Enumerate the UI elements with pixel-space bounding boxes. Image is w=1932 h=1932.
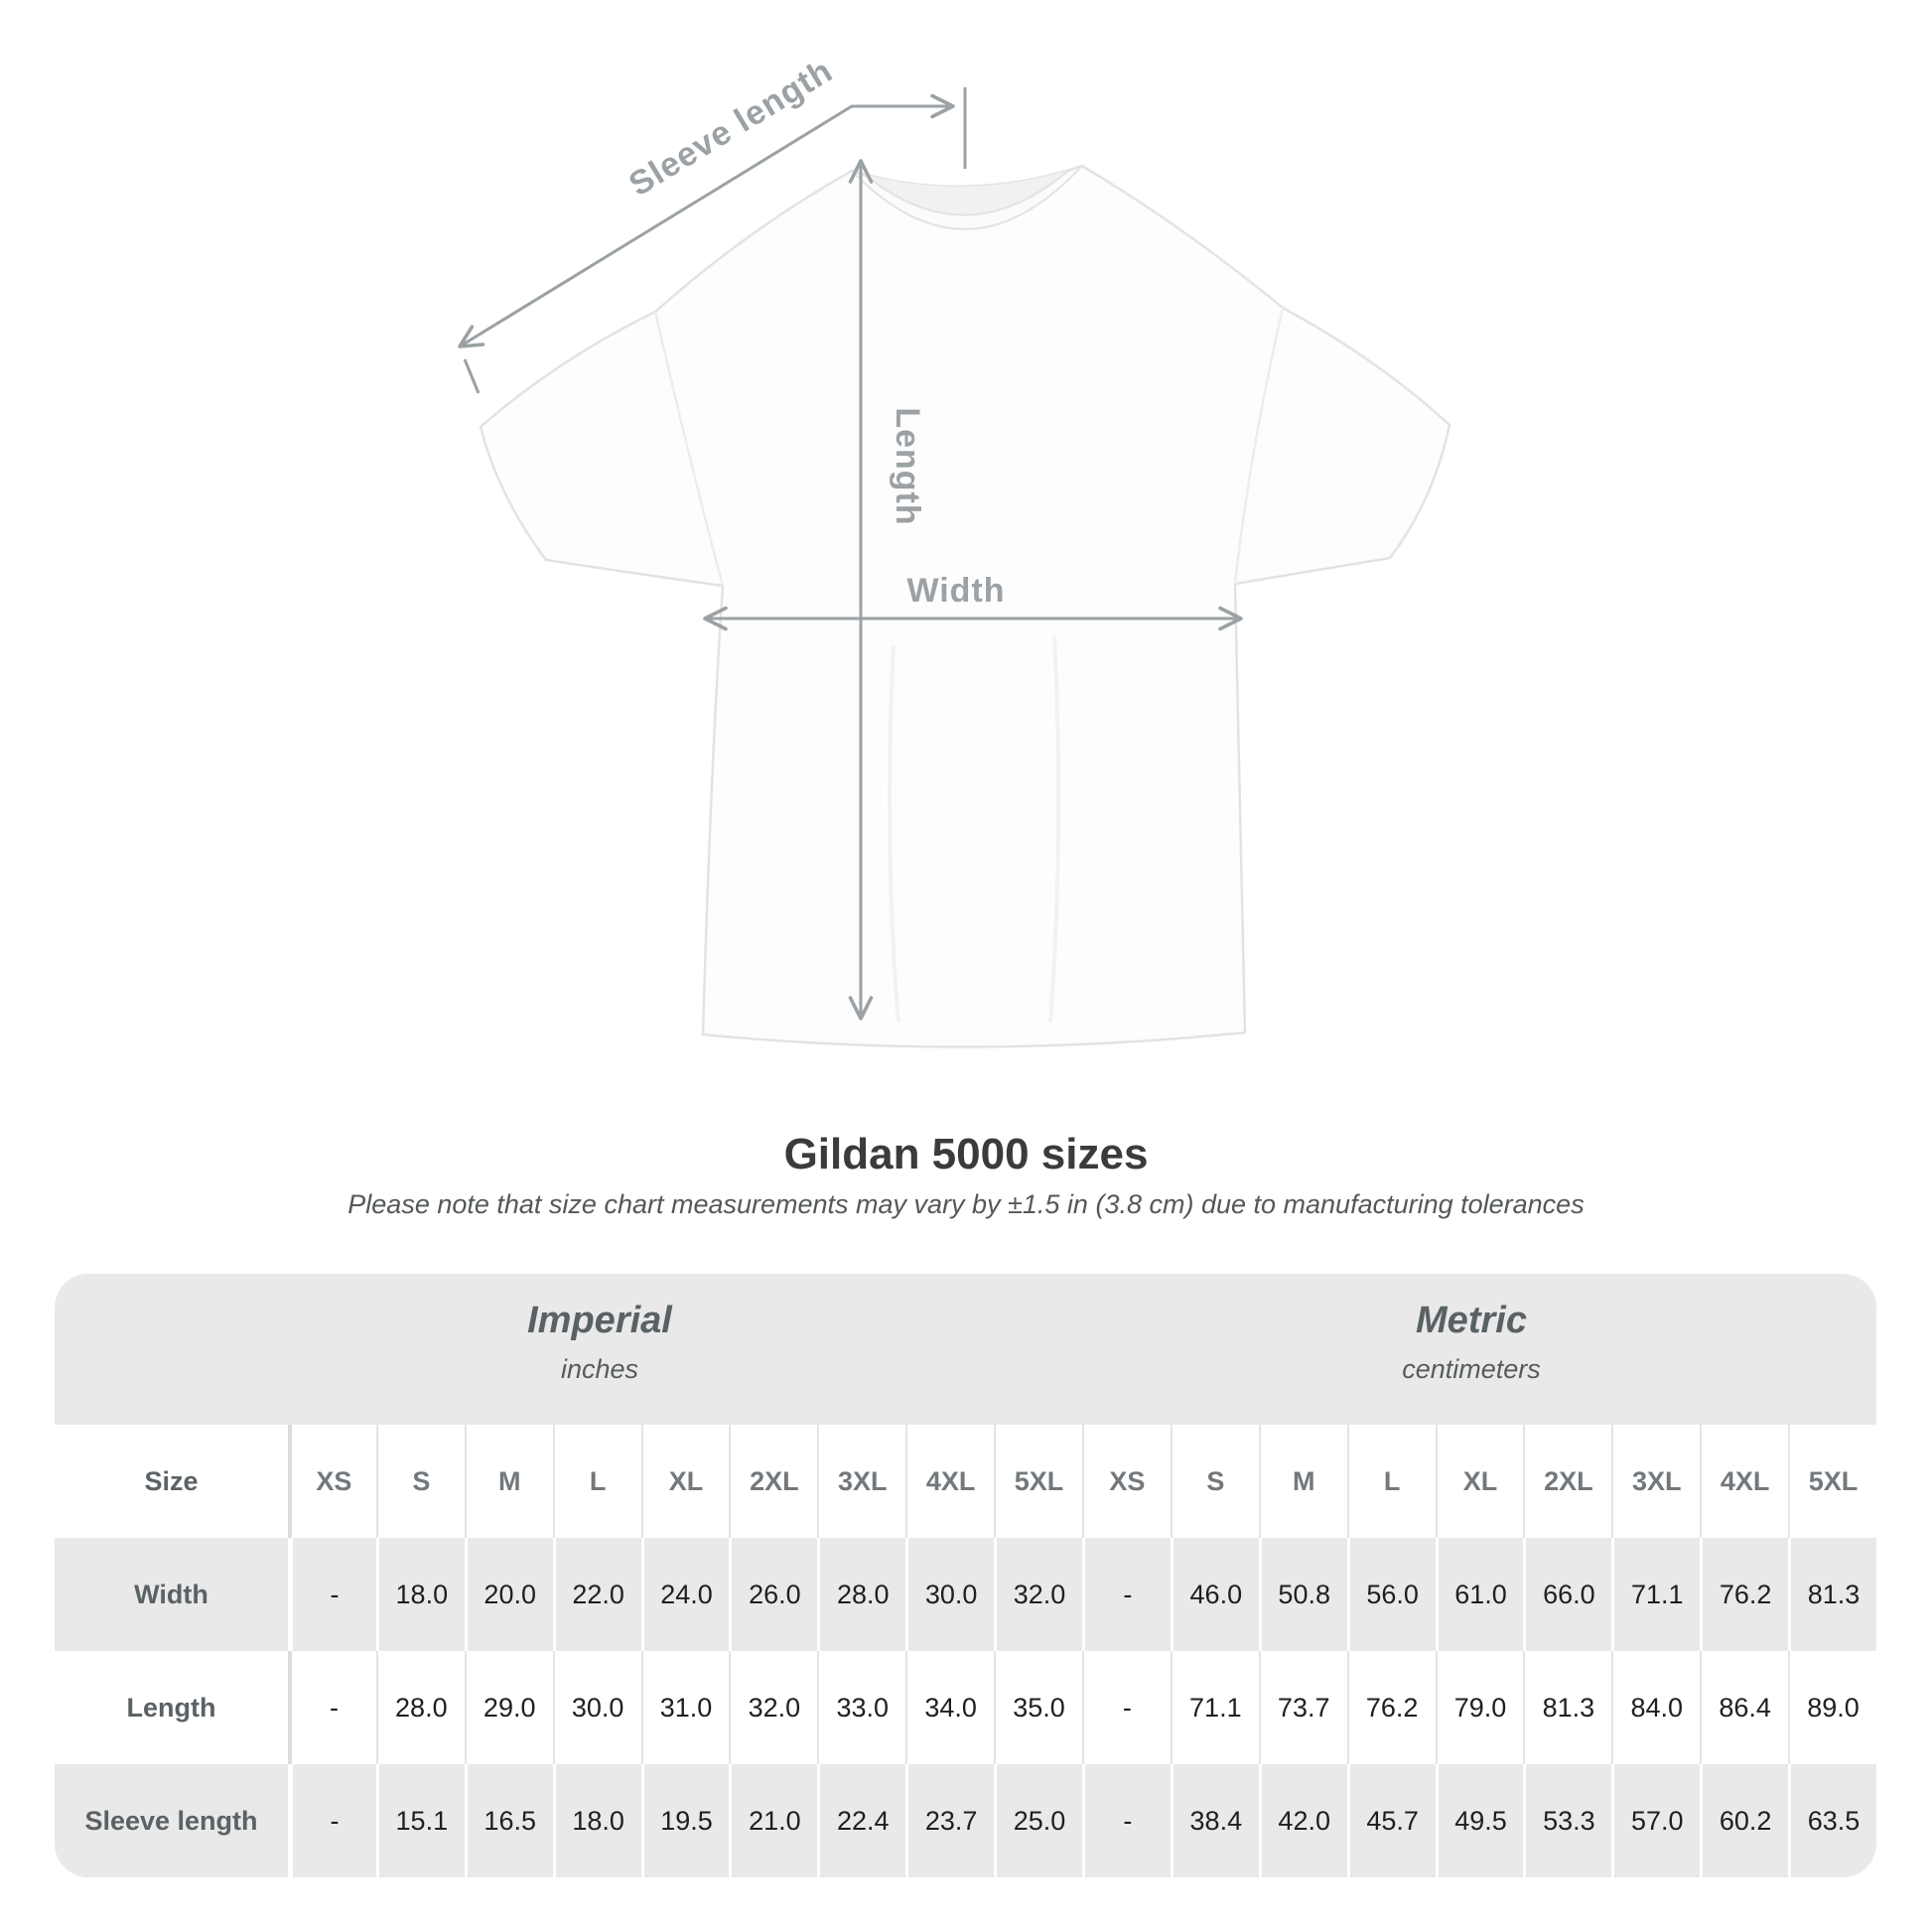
- unit-group-imperial: Imperial inches: [351, 1274, 848, 1385]
- length-label: Length: [889, 407, 926, 525]
- value-cell: 46.0: [1170, 1538, 1259, 1651]
- value-cell: 71.1: [1170, 1651, 1259, 1764]
- value-cell: 56.0: [1346, 1538, 1436, 1651]
- value-cell: 49.5: [1435, 1764, 1524, 1877]
- size-col-header: L: [552, 1425, 641, 1538]
- size-col-header: 4XL: [905, 1425, 994, 1538]
- value-cell: 60.2: [1700, 1764, 1788, 1877]
- value-cell: 79.0: [1435, 1651, 1524, 1764]
- value-cell: 24.0: [640, 1538, 730, 1651]
- value-cell: 18.0: [375, 1538, 465, 1651]
- value-cell: 33.0: [817, 1651, 905, 1764]
- value-cell: 81.3: [1523, 1651, 1611, 1764]
- value-cell: -: [1081, 1764, 1171, 1877]
- size-col-header: 5XL: [994, 1425, 1082, 1538]
- page-title: Gildan 5000 sizes: [783, 1130, 1149, 1178]
- value-cell: 76.2: [1700, 1538, 1788, 1651]
- value-cell: 26.0: [729, 1538, 817, 1651]
- value-cell: 30.0: [552, 1651, 641, 1764]
- value-cell: -: [1081, 1538, 1171, 1651]
- value-cell: 22.0: [552, 1538, 641, 1651]
- table-row: Sleeve length -15.1 16.5 18.0 19.5 21.0 22.4 23…: [55, 1764, 1876, 1877]
- size-col-header: M: [464, 1425, 553, 1538]
- table-row: Length -28.0 29.0 30.0 31.0 32.0 33.0 34.0 35.0-…: [55, 1651, 1876, 1764]
- row-label: Length: [126, 1692, 216, 1723]
- tshirt-measurement-diagram: Sleeve length Length Width: [458, 52, 1451, 1048]
- size-col-header: XL: [1435, 1425, 1524, 1538]
- value-cell: 34.0: [905, 1651, 994, 1764]
- value-cell: 81.3: [1788, 1538, 1876, 1651]
- table-body: Width -18.0 20.0 22.0 24.0 26.0 28.0 30.0 32.0-4…: [55, 1538, 1876, 1877]
- value-cell: 25.0: [994, 1764, 1082, 1877]
- value-cell: 15.1: [375, 1764, 465, 1877]
- unit-group-label: Metric: [1416, 1300, 1527, 1341]
- size-col-header: 4XL: [1700, 1425, 1788, 1538]
- value-cell: 42.0: [1258, 1764, 1347, 1877]
- value-cell: 28.0: [375, 1651, 465, 1764]
- value-cell: 73.7: [1258, 1651, 1347, 1764]
- size-header-row: Size XS S M L XL 2XL 3XL 4XL 5XL XS S M L XL 2XL 3XL 4XL…: [55, 1425, 1876, 1538]
- unit-group-band: Imperial inches Metric centimeters: [55, 1274, 1876, 1425]
- sleeve-arrow-tail: [463, 358, 481, 394]
- unit-group-label: Imperial: [527, 1300, 672, 1341]
- value-cell: 86.4: [1700, 1651, 1788, 1764]
- value-cell: 16.5: [464, 1764, 553, 1877]
- value-cell: 18.0: [552, 1764, 641, 1877]
- sleeve-length-arrow: [458, 93, 955, 348]
- row-label: Sleeve length: [84, 1805, 258, 1836]
- size-col-header: S: [1170, 1425, 1259, 1538]
- size-col-header: XL: [640, 1425, 730, 1538]
- size-col-header: M: [1258, 1425, 1347, 1538]
- page-subtitle: Please note that size chart measurements…: [347, 1189, 1585, 1219]
- size-col-header: 2XL: [729, 1425, 817, 1538]
- value-cell: 76.2: [1346, 1651, 1436, 1764]
- value-cell: -: [288, 1538, 376, 1651]
- value-cell: 57.0: [1611, 1764, 1700, 1877]
- row-label: Width: [134, 1579, 208, 1609]
- value-cell: 30.0: [905, 1538, 994, 1651]
- size-col-header: XS: [288, 1425, 376, 1538]
- size-table: Imperial inches Metric centimeters Size …: [55, 1274, 1876, 1877]
- value-cell: 35.0: [994, 1651, 1082, 1764]
- value-cell: 23.7: [905, 1764, 994, 1877]
- table-row: Width -18.0 20.0 22.0 24.0 26.0 28.0 30.0 32.0-4…: [55, 1538, 1876, 1651]
- value-cell: 20.0: [464, 1538, 553, 1651]
- value-cell: 19.5: [640, 1764, 730, 1877]
- value-cell: 71.1: [1611, 1538, 1700, 1651]
- size-col-header: 5XL: [1788, 1425, 1876, 1538]
- size-corner-header: Size: [144, 1465, 199, 1496]
- value-cell: 32.0: [729, 1651, 817, 1764]
- size-col-header: XS: [1081, 1425, 1171, 1538]
- unit-group-sublabel: centimeters: [1402, 1354, 1541, 1384]
- size-col-header: 3XL: [817, 1425, 905, 1538]
- value-cell: -: [288, 1651, 376, 1764]
- size-col-header: 2XL: [1523, 1425, 1611, 1538]
- value-cell: 38.4: [1170, 1764, 1259, 1877]
- width-label: Width: [906, 572, 1005, 610]
- value-cell: 66.0: [1523, 1538, 1611, 1651]
- value-cell: 22.4: [817, 1764, 905, 1877]
- unit-group-metric: Metric centimeters: [1223, 1274, 1720, 1385]
- value-cell: 21.0: [729, 1764, 817, 1877]
- value-cell: 32.0: [994, 1538, 1082, 1651]
- size-col-header: 3XL: [1611, 1425, 1700, 1538]
- value-cell: 61.0: [1435, 1538, 1524, 1651]
- value-cell: 29.0: [464, 1651, 553, 1764]
- value-cell: 31.0: [640, 1651, 730, 1764]
- value-cell: 89.0: [1788, 1651, 1876, 1764]
- value-cell: -: [288, 1764, 376, 1877]
- value-cell: 50.8: [1258, 1538, 1347, 1651]
- value-cell: 45.7: [1346, 1764, 1436, 1877]
- value-cell: 28.0: [817, 1538, 905, 1651]
- value-cell: 53.3: [1523, 1764, 1611, 1877]
- size-col-header: L: [1346, 1425, 1436, 1538]
- value-cell: -: [1081, 1651, 1171, 1764]
- value-cell: 84.0: [1611, 1651, 1700, 1764]
- value-cell: 63.5: [1788, 1764, 1876, 1877]
- unit-group-sublabel: inches: [560, 1354, 639, 1384]
- size-col-header: S: [375, 1425, 465, 1538]
